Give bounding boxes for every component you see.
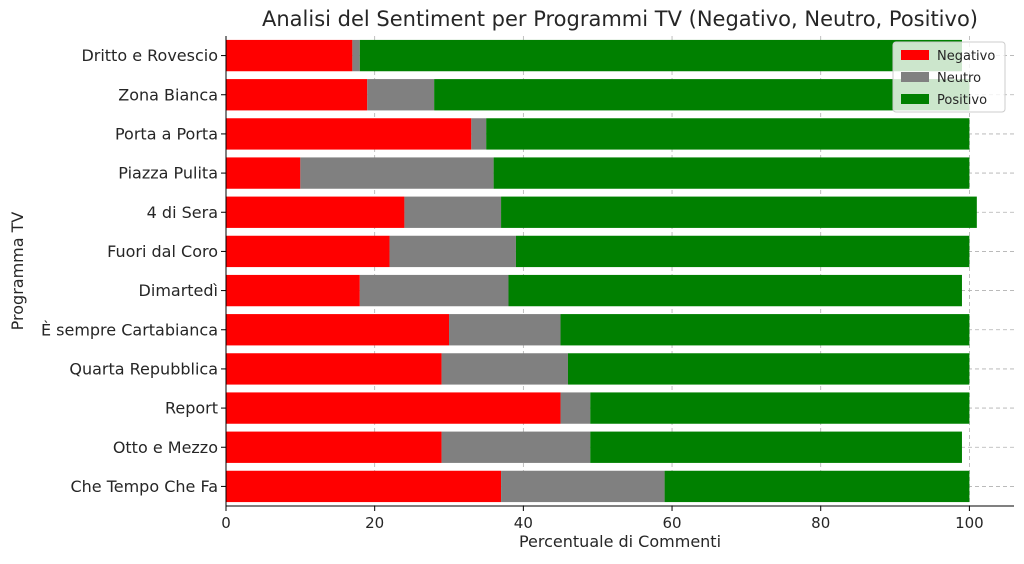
y-tick-label: Quarta Repubblica bbox=[69, 359, 218, 378]
bar-neutro bbox=[300, 157, 494, 189]
bar-neutro bbox=[501, 470, 665, 503]
legend-swatch bbox=[901, 72, 929, 82]
ticks-layer: 0 20 40 60 80 100 Che Tempo Che Fa Otto e Mezzo… bbox=[41, 46, 984, 532]
legend-swatch bbox=[901, 50, 929, 60]
bar-negativo bbox=[226, 39, 353, 72]
bar-positivo bbox=[501, 196, 977, 228]
bar-negativo bbox=[226, 274, 360, 307]
bar-positivo bbox=[508, 274, 962, 307]
y-tick-label: Otto e Mezzo bbox=[113, 438, 218, 457]
x-tick-label: 0 bbox=[221, 514, 231, 532]
bar-neutro bbox=[389, 235, 516, 268]
bar-negativo bbox=[226, 431, 442, 463]
axes-layer bbox=[225, 36, 1014, 507]
bar-positivo bbox=[359, 39, 962, 72]
x-tick-label: 100 bbox=[955, 514, 984, 532]
bar-negativo bbox=[226, 157, 301, 189]
bar-neutro bbox=[471, 118, 487, 150]
y-tick-label: Report bbox=[165, 399, 218, 418]
bar-neutro bbox=[449, 314, 561, 346]
bar-negativo bbox=[226, 314, 450, 346]
bar-negativo bbox=[226, 196, 405, 228]
bar-positivo bbox=[590, 392, 970, 424]
bar-neutro bbox=[441, 431, 591, 463]
y-tick-label: Zona Bianca bbox=[118, 85, 218, 104]
legend-swatch bbox=[901, 94, 929, 104]
y-tick-label: È sempre Cartabianca bbox=[41, 320, 218, 339]
bar-negativo bbox=[226, 392, 561, 424]
bar-negativo bbox=[226, 235, 390, 268]
bar-positivo bbox=[590, 431, 962, 463]
y-tick-label: Dritto e Rovescio bbox=[81, 46, 218, 65]
x-tick-label: 60 bbox=[662, 514, 681, 532]
y-tick-label: Fuori dal Coro bbox=[107, 242, 218, 261]
y-tick-label: Che Tempo Che Fa bbox=[70, 477, 218, 496]
bar-neutro bbox=[367, 79, 435, 111]
chart-title: Analisi del Sentiment per Programmi TV (… bbox=[262, 7, 978, 31]
bars-layer bbox=[226, 39, 977, 503]
bar-neutro bbox=[359, 274, 509, 307]
bar-positivo bbox=[515, 235, 970, 268]
x-tick-label: 40 bbox=[514, 514, 533, 532]
bar-neutro bbox=[404, 196, 502, 228]
bar-neutro bbox=[352, 39, 360, 72]
y-axis-label: Programma TV bbox=[8, 212, 27, 331]
legend-label: Neutro bbox=[937, 71, 981, 86]
bar-positivo bbox=[664, 470, 970, 503]
y-tick-label: Dimartedì bbox=[139, 281, 218, 300]
bar-positivo bbox=[560, 314, 970, 346]
x-tick-label: 80 bbox=[811, 514, 830, 532]
y-tick-label: 4 di Sera bbox=[147, 203, 218, 222]
y-tick-label: Porta a Porta bbox=[115, 124, 218, 143]
bar-neutro bbox=[560, 392, 591, 424]
bar-negativo bbox=[226, 79, 368, 111]
legend-label: Positivo bbox=[937, 93, 987, 108]
legend: Negativo Neutro Positivo bbox=[892, 41, 1006, 113]
bar-neutro bbox=[441, 353, 568, 385]
bar-positivo bbox=[434, 79, 970, 111]
x-tick-label: 20 bbox=[365, 514, 384, 532]
bar-positivo bbox=[486, 118, 970, 150]
x-axis-label: Percentuale di Commenti bbox=[519, 532, 721, 551]
bar-negativo bbox=[226, 353, 442, 385]
y-tick-label: Piazza Pulita bbox=[118, 164, 218, 183]
legend-label: Negativo bbox=[937, 49, 995, 64]
bar-positivo bbox=[567, 353, 970, 385]
bar-positivo bbox=[493, 157, 970, 189]
bar-negativo bbox=[226, 118, 472, 150]
bar-negativo bbox=[226, 470, 502, 503]
